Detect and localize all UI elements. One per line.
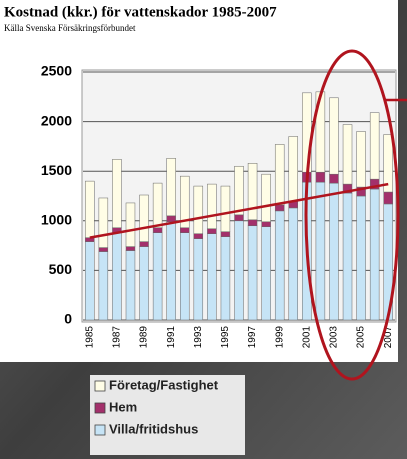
bar-segment <box>261 221 271 228</box>
bar-segment <box>98 197 109 248</box>
bar-segment <box>247 225 258 321</box>
bar-segment <box>220 185 231 232</box>
x-tick-label: 1993 <box>193 326 204 349</box>
bar-segment <box>329 173 339 184</box>
bar-segment <box>369 112 380 180</box>
x-tick-label: 1997 <box>247 326 258 349</box>
bar-segment <box>98 251 109 321</box>
y-tick-label: 1500 <box>41 162 72 178</box>
y-tick-label: 2500 <box>41 63 72 79</box>
chart-title: Kostnad (kkr.) för vattenskador 1985-200… <box>4 4 277 20</box>
bar-segment <box>383 134 393 193</box>
x-tick-label: 2005 <box>356 326 367 349</box>
bar-segment <box>329 97 339 175</box>
bar-segment <box>315 181 326 321</box>
bar-segment <box>369 188 380 321</box>
bar-segment <box>207 233 217 321</box>
highlight-ellipse <box>304 49 400 381</box>
bar-segment <box>180 232 190 321</box>
bar-segment <box>342 124 353 185</box>
bar-segment <box>98 247 109 252</box>
bar-segment <box>288 207 298 321</box>
bar-segment <box>274 144 285 206</box>
legend-label: Hem <box>109 399 137 414</box>
legend-label: Villa/fritidshus <box>109 421 198 436</box>
x-tick-label: 1999 <box>274 326 285 349</box>
bar-segment <box>247 163 258 221</box>
bar-segment <box>85 241 95 321</box>
x-tick-label: 2001 <box>301 326 312 349</box>
trend-line <box>89 182 389 239</box>
y-tick-label: 0 <box>64 311 72 327</box>
bar-segment <box>193 233 204 239</box>
bar-segment <box>166 215 176 223</box>
bar-segment <box>207 228 217 234</box>
bar-segment <box>234 214 244 222</box>
y-tick-label: 2000 <box>41 112 72 128</box>
bar-segment <box>274 204 285 212</box>
bar-segment <box>152 227 163 233</box>
y-tick-label: 1000 <box>41 212 72 228</box>
x-tick-label: 1995 <box>220 326 231 349</box>
bar-segment <box>152 232 163 321</box>
bar-segment <box>288 136 298 202</box>
x-tick-label: 1989 <box>139 326 150 349</box>
bar-segment <box>125 202 136 247</box>
bar-segment <box>193 185 204 234</box>
legend-swatch <box>94 380 106 392</box>
bar-segment <box>261 226 271 321</box>
x-tick-label: 2003 <box>329 326 340 349</box>
legend-swatch <box>94 402 106 414</box>
bar-segment <box>125 250 136 321</box>
bar-segment <box>329 182 339 321</box>
bar-segment <box>139 194 149 242</box>
bar-segment <box>220 236 231 321</box>
bar-segment <box>356 131 366 188</box>
bar-segment <box>166 221 176 321</box>
bar-segment <box>315 171 326 183</box>
bar-segment <box>139 241 149 247</box>
legend-swatch <box>94 424 106 436</box>
bar-segment <box>356 195 366 321</box>
bar-segment <box>234 165 244 216</box>
y-tick-label: 500 <box>49 261 73 277</box>
bar-segment <box>180 175 190 228</box>
bar-segment <box>234 220 244 321</box>
bar-segment <box>220 231 231 237</box>
legend-label: Företag/Fastighet <box>109 377 219 392</box>
bar-segment <box>125 246 136 251</box>
x-tick-label: 2007 <box>383 326 394 349</box>
bar-segment <box>85 180 95 238</box>
x-tick-label: 1991 <box>166 326 177 349</box>
bar-segment <box>383 191 393 205</box>
bar-segment <box>180 227 190 233</box>
bar-segment <box>112 232 122 321</box>
bar-segment <box>261 173 271 223</box>
bar-segment <box>139 246 149 321</box>
x-tick-label: 1987 <box>112 326 123 349</box>
chart-subtitle: Källa Svenska Försäkringsförbundet <box>4 23 136 33</box>
bar-segment <box>207 183 217 229</box>
bar-segment <box>274 210 285 321</box>
bar-segment <box>193 238 204 321</box>
bar-segment <box>247 219 258 227</box>
legend <box>90 375 245 455</box>
bar-segment <box>342 192 353 321</box>
bar-segment <box>112 159 122 228</box>
bar-segment <box>166 158 176 217</box>
bar-segment <box>152 182 163 228</box>
x-tick-label: 1985 <box>84 326 95 349</box>
